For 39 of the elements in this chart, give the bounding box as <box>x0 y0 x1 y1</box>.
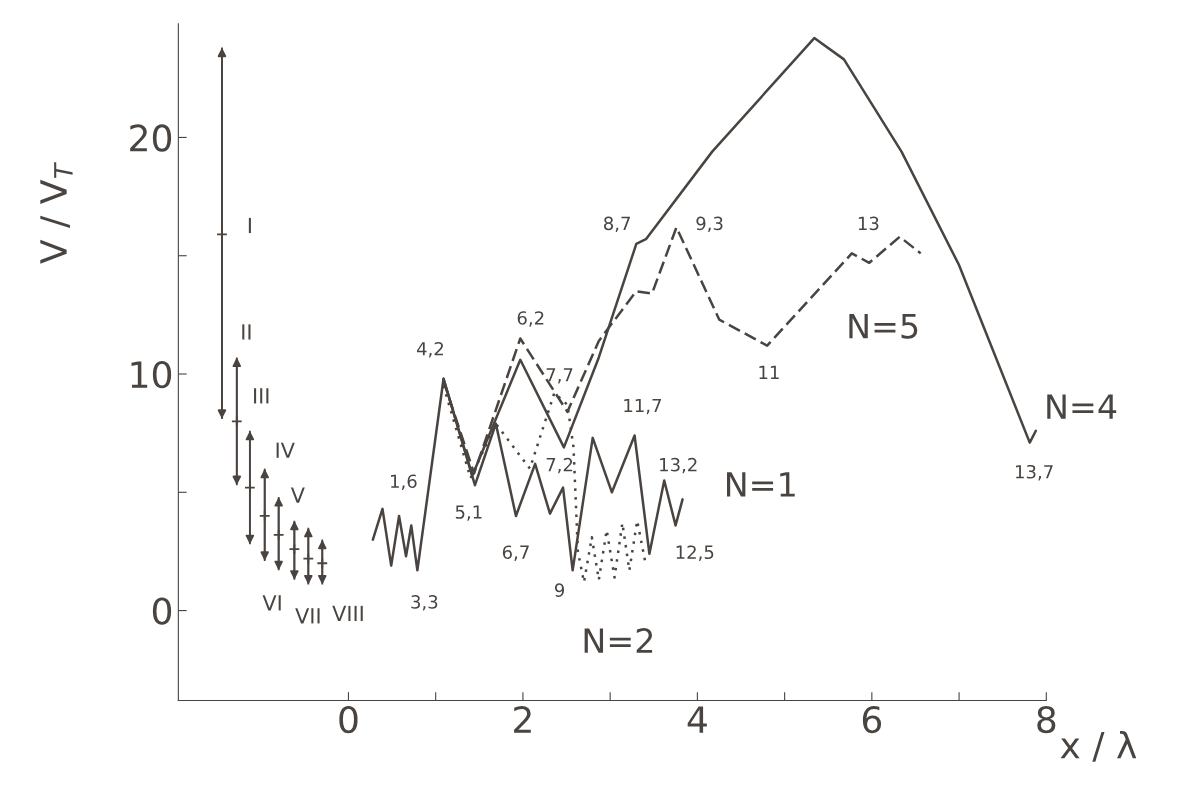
annotation: V <box>290 487 305 503</box>
y-tick-label: 0 <box>152 597 172 625</box>
y-tick-label: 20 <box>130 124 172 152</box>
annotation: 13 <box>858 216 879 231</box>
annotation: II <box>242 324 251 340</box>
y-axis-title: V / V$_{T}$ <box>40 162 73 264</box>
annotation: 6,2 <box>517 311 544 327</box>
annotation: III <box>254 388 269 404</box>
annotation: 8,7 <box>604 216 630 233</box>
annotation: 7,2 <box>546 457 573 474</box>
annotation: 11 <box>759 365 779 379</box>
x-tick-label: 8 <box>1037 705 1056 734</box>
annotation: N=1 <box>726 472 795 497</box>
y-tick-label: 10 <box>131 360 172 389</box>
x-tick-label: 2 <box>514 705 531 733</box>
annotation: 11,7 <box>624 398 661 415</box>
annotation: 4,2 <box>416 341 443 358</box>
annotation: VIII <box>332 605 363 622</box>
x-tick-label: 6 <box>862 705 882 734</box>
annotation: 7,7 <box>546 368 573 384</box>
annotation: 9,3 <box>696 216 723 233</box>
annotation: 13,7 <box>1015 464 1053 481</box>
annotation: N=2 <box>584 628 653 653</box>
annotation: 9 <box>554 583 565 597</box>
annotation: I <box>248 217 251 234</box>
annotation: 13,2 <box>660 457 697 474</box>
annotation: 5,1 <box>455 505 482 521</box>
annotation: VI <box>262 595 281 611</box>
text: N=4 <box>1047 394 1117 419</box>
annotation: 1,6 <box>391 474 417 490</box>
x-tick-label: 4 <box>687 706 707 733</box>
annotation: 12,5 <box>676 545 714 561</box>
annotation: 6,7 <box>502 545 529 561</box>
x-axis-title: x / λ <box>1060 730 1137 762</box>
annotation: VII <box>295 608 320 624</box>
annotation: 3,3 <box>411 595 438 611</box>
annotation: N=5 <box>849 313 918 339</box>
annotation: IV <box>276 442 295 458</box>
x-tick-label: 0 <box>339 705 358 734</box>
